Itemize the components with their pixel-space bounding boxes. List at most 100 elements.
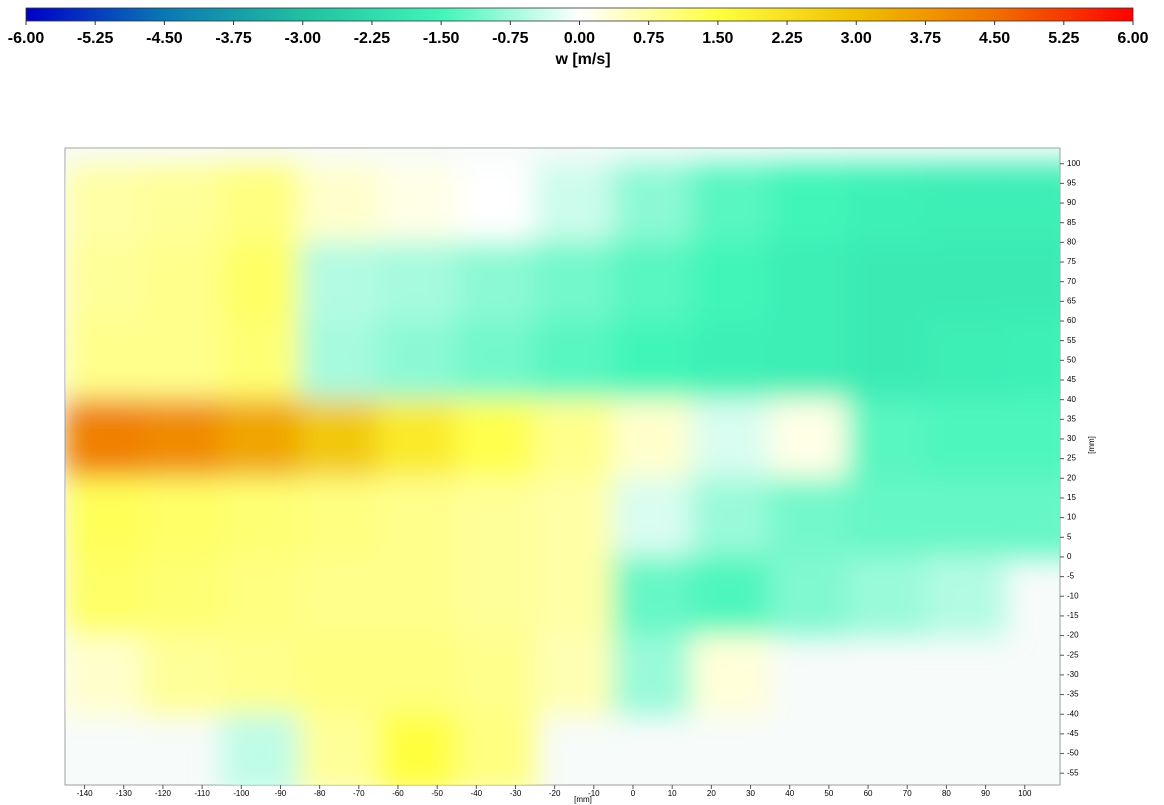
field-cell [925,477,1007,558]
y-tick-label: -10 [1067,591,1079,600]
x-tick-label: 0 [631,789,636,798]
x-tick-label: -130 [116,789,133,798]
y-tick-label: 30 [1067,434,1076,443]
field-cell [377,713,458,785]
field-cell [65,477,145,558]
colorbar-tick-label: 0.00 [564,30,595,47]
field-cell [220,713,302,785]
x-tick-label: 70 [903,789,912,798]
colorbar-tick-label: 0.75 [633,30,664,47]
field-cell [65,634,145,716]
field-cell [534,398,615,480]
field-cell [1004,398,1060,480]
field-cell [299,320,380,401]
field-cell [1004,477,1060,558]
colorbar-tick-label: -4.50 [146,30,183,47]
field-cell [455,477,537,558]
field-cell [925,162,1007,244]
field-cell [220,398,302,480]
y-tick-label: 80 [1067,237,1076,246]
field-cell [377,634,458,716]
colorbar [25,7,1134,22]
colorbar-tick-label: 5.25 [1048,30,1079,47]
colorbar-tick-label: -5.25 [77,30,114,47]
field-cell [534,320,615,401]
field-cell [534,634,615,716]
field-cell [142,555,223,637]
y-tick-label: -35 [1067,690,1079,699]
field-cell [612,398,693,480]
field-cell [847,241,928,323]
colorbar-tick-label: 4.50 [979,30,1010,47]
field-cell [1004,320,1060,401]
field-cell [142,241,223,323]
field-cell [455,634,537,716]
field-cell [142,477,223,558]
field-cell [534,477,615,558]
y-tick-label: 60 [1067,316,1076,325]
x-tick-label: -30 [510,789,522,798]
field-cell [847,398,928,480]
field-cell [847,477,928,558]
x-tick-label: -40 [471,789,483,798]
field-cell [690,634,772,716]
field-cell [769,555,850,637]
y-tick-label: 45 [1067,375,1076,384]
y-tick-label: -40 [1067,709,1079,718]
field-cell [455,162,537,244]
y-tick-label: 0 [1067,552,1072,561]
y-tick-label: 100 [1067,159,1081,168]
colorbar-tick-label: -2.25 [354,30,391,47]
y-tick-label: -20 [1067,631,1079,640]
colorbar-tick-label: 1.50 [702,30,733,47]
x-tick-label: 10 [668,789,677,798]
field-cell [769,398,850,480]
field-cell [377,162,458,244]
x-tick-label: -70 [353,789,365,798]
field-cell [612,634,693,716]
field-cell [220,320,302,401]
field-cell [847,320,928,401]
colorbar-tick-label: 3.75 [910,30,941,47]
field-cell [299,555,380,637]
field-cell [299,398,380,480]
field-cell [299,241,380,323]
colorbar-tick-label: -0.75 [492,30,529,47]
x-tick-label: -10 [588,789,600,798]
field-cell [690,555,772,637]
field-cell [534,162,615,244]
field [65,162,1060,785]
field-cell [65,398,145,480]
field-cell [377,398,458,480]
field-cell [299,713,380,785]
field-cell [612,162,693,244]
field-cell [377,555,458,637]
x-tick-label: 60 [864,789,873,798]
y-tick-label: 35 [1067,414,1076,423]
field-cell [690,477,772,558]
field-cell [220,162,302,244]
y-tick-label: 15 [1067,493,1076,502]
field-cell [925,320,1007,401]
x-tick-label: 80 [942,789,951,798]
field-cell [142,634,223,716]
x-tick-label: -50 [431,789,443,798]
y-tick-label: -50 [1067,749,1079,758]
y-tick-label: 85 [1067,218,1076,227]
y-tick-label: 65 [1067,296,1076,305]
x-tick-label: 90 [981,789,990,798]
y-tick-label: 20 [1067,473,1076,482]
colorbar-tick-label: -6.00 [8,30,45,47]
x-tick-label: -120 [155,789,172,798]
field-cell [455,320,537,401]
field-cell [612,241,693,323]
y-tick-label: 70 [1067,277,1076,286]
field-cell [65,162,145,244]
x-tick-label: 50 [824,789,833,798]
y-tick-label: 90 [1067,198,1076,207]
field-cell [299,634,380,716]
y-tick-label: -45 [1067,729,1079,738]
x-tick-label: 30 [746,789,755,798]
